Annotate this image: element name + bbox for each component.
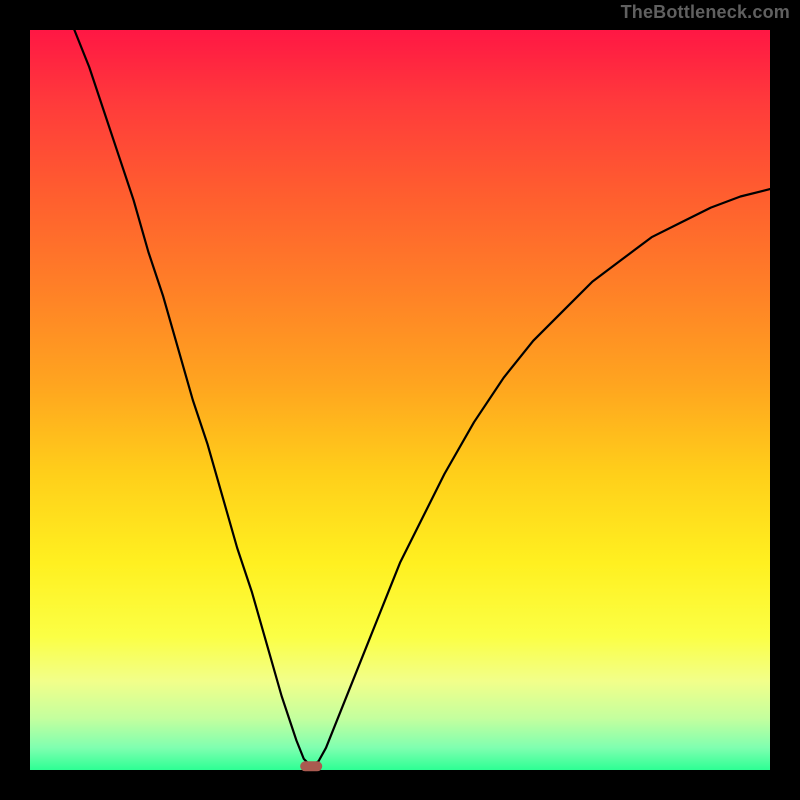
plot-background [30, 30, 770, 770]
chart-container: TheBottleneck.com [0, 0, 800, 800]
watermark-text: TheBottleneck.com [621, 2, 790, 23]
chart-svg [0, 0, 800, 800]
optimal-marker [300, 761, 322, 771]
